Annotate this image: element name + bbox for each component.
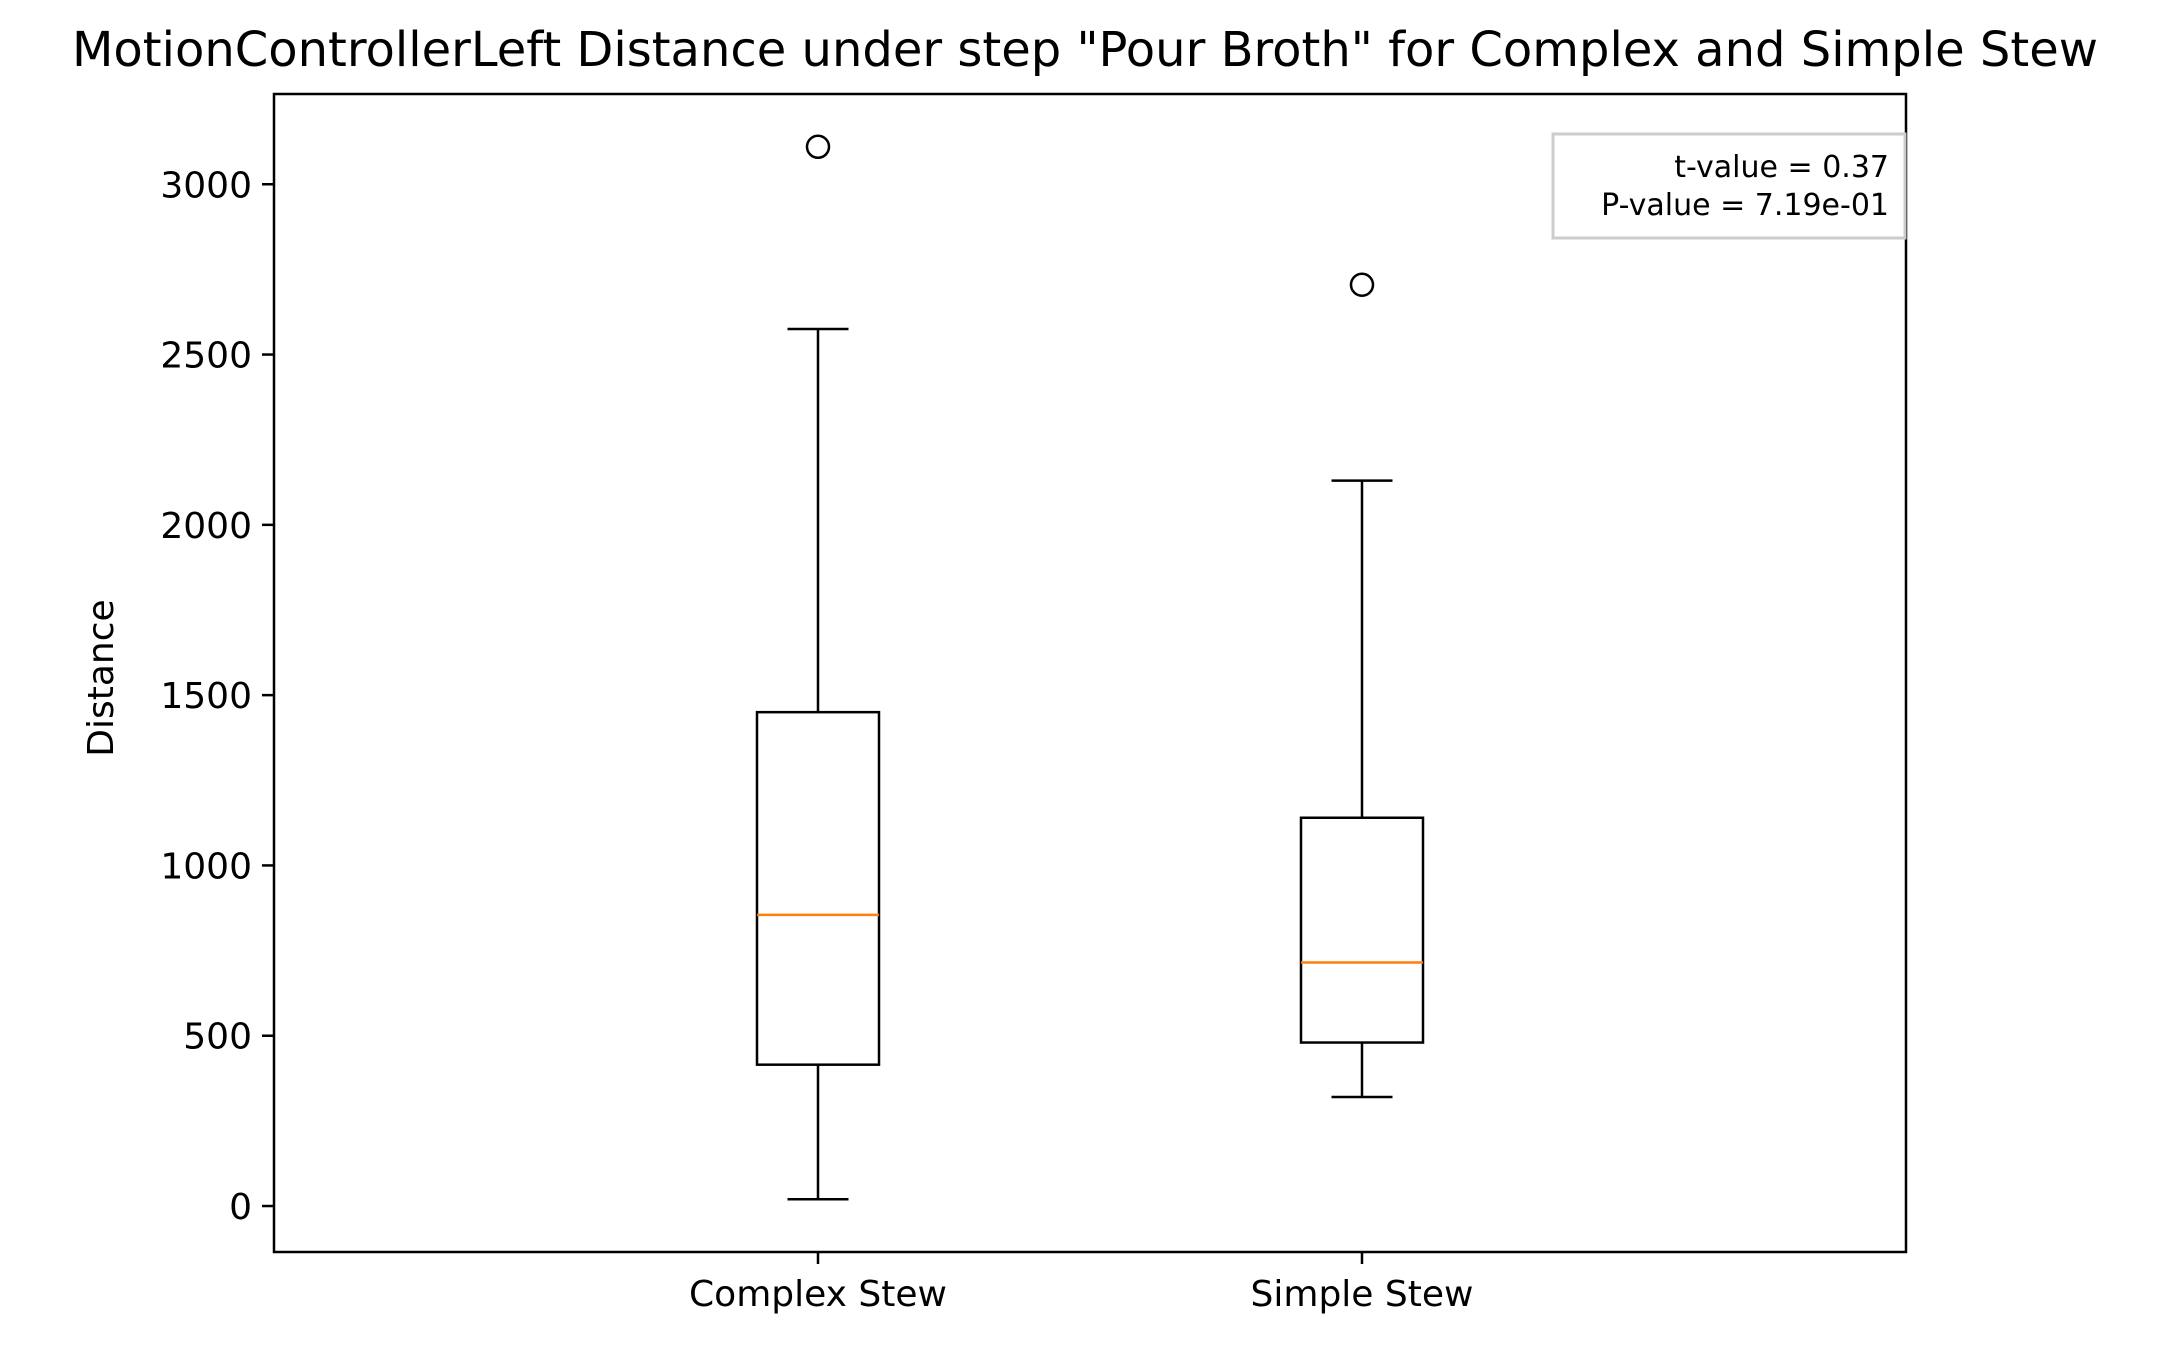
x-tick-label: Simple Stew — [1251, 1274, 1474, 1315]
stats-annotation-box — [1551, 132, 1907, 240]
stats-annotation: t-value = 0.37 P-value = 7.19e-01 — [1551, 132, 1907, 240]
y-axis: 0 500 1000 1500 2000 2500 3000 — [160, 165, 274, 1228]
outlier-point — [805, 134, 831, 160]
iqr-box — [1299, 816, 1425, 1044]
box-series — [755, 134, 1425, 1201]
y-tick-label: 1500 — [160, 676, 252, 717]
box-group — [755, 134, 881, 1201]
y-tick-label: 2500 — [160, 336, 252, 377]
x-tick-label: Complex Stew — [689, 1274, 947, 1315]
x-axis: Complex Stew Simple Stew — [689, 1252, 1473, 1315]
y-tick-label: 500 — [183, 1017, 252, 1058]
y-axis-label: Distance — [81, 599, 122, 756]
box-group — [1299, 272, 1425, 1099]
y-tick-label: 3000 — [160, 165, 252, 206]
y-tick-label: 0 — [229, 1187, 252, 1228]
y-tick-label: 1000 — [160, 846, 252, 887]
stats-t-value: t-value = 0.37 — [1674, 150, 1889, 185]
iqr-box — [755, 710, 881, 1066]
plot-area — [272, 92, 1908, 1254]
chart-title: MotionControllerLeft Distance under step… — [72, 22, 2098, 78]
y-tick-label: 2000 — [160, 506, 252, 547]
outlier-point — [1349, 272, 1375, 297]
stats-p-value: P-value = 7.19e-01 — [1601, 188, 1889, 223]
